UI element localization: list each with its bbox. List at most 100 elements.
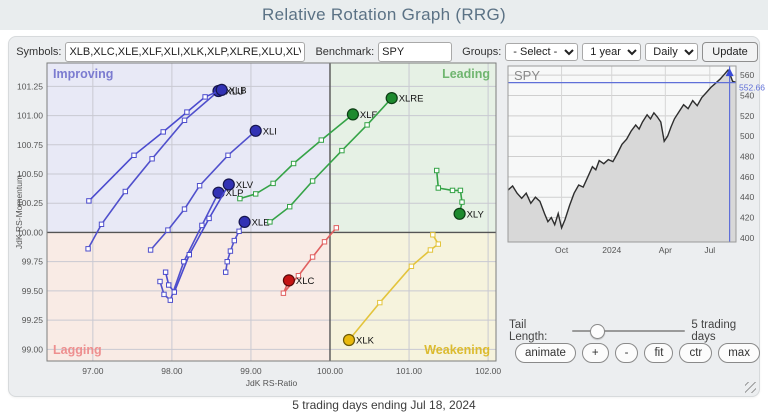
benchmark-input[interactable]	[378, 42, 453, 62]
spy-benchmark-chart[interactable]: 400 420 440 460 480 500 520 540 560 552.66 Oct 2024…	[506, 62, 768, 256]
title-bar: Relative Rotation Graph (RRG)	[0, 0, 768, 30]
rrg-x-tick: 102.00	[475, 366, 501, 376]
footer-caption: 5 trading days ending Jul 18, 2024	[292, 398, 476, 412]
rrg-yaxis-title: JdK RS-Momentum	[14, 175, 24, 249]
rrg-label-XLY: XLY	[467, 209, 485, 220]
quadrant-label-weakening: Weakening	[424, 343, 490, 357]
spy-x-label: 2024	[602, 245, 621, 255]
rrg-label-XLV: XLV	[236, 180, 254, 191]
spy-last-price-label: 552.66	[739, 83, 765, 93]
rrg-label-XLU: XLU	[226, 87, 245, 98]
center-button[interactable]: ctr	[679, 343, 713, 363]
rrg-series-XLE[interactable]: XLE	[223, 215, 270, 275]
rrg-label-XLP: XLP	[226, 188, 244, 199]
rrg-y-tick: 101.00	[17, 111, 43, 121]
spy-chart-title: SPY	[514, 68, 540, 83]
page-title: Relative Rotation Graph (RRG)	[262, 5, 506, 24]
rrg-series-XLRE[interactable]: XLRE	[267, 91, 424, 225]
rrg-series-XLY[interactable]: XLY	[434, 167, 485, 220]
spy-x-label: Apr	[659, 245, 672, 255]
rrg-series-XLV[interactable]: XLV	[162, 178, 254, 295]
quadrant-weakening	[329, 232, 496, 361]
rrg-y-tick: 100.00	[17, 227, 43, 237]
rrg-label-XLB: XLB	[229, 85, 247, 96]
spy-x-label: Jul	[704, 245, 715, 255]
rrg-head-XLV[interactable]	[222, 178, 235, 191]
max-button[interactable]: max	[718, 343, 760, 363]
toolbar: Symbols: Benchmark: Groups: - Select - 1…	[9, 42, 759, 62]
rrg-label-XLF: XLF	[360, 110, 378, 121]
rrg-y-tick: 100.75	[17, 140, 43, 150]
rrg-head-XLB[interactable]	[215, 83, 228, 96]
rrg-chart[interactable]: 97.00 98.00 99.00 100.00 101.00 102.00 99.00 99…	[14, 60, 504, 392]
update-button[interactable]: Update	[702, 42, 758, 62]
rrg-x-tick: 98.00	[161, 366, 183, 376]
rrg-x-tick: 101.00	[396, 366, 422, 376]
rrg-y-tick: 101.25	[17, 81, 43, 91]
rrg-head-XLE[interactable]	[238, 215, 251, 228]
benchmark-label: Benchmark:	[315, 46, 375, 58]
spy-x-label: Oct	[555, 245, 569, 255]
rrg-panel: Symbols: Benchmark: Groups: - Select - 1…	[8, 36, 765, 397]
rrg-head-XLY[interactable]	[453, 207, 466, 220]
rrg-series-XLK[interactable]: XLK	[342, 232, 442, 347]
resize-grip-icon[interactable]	[745, 382, 756, 393]
rrg-label-XLK: XLK	[356, 336, 375, 347]
zoom-out-button[interactable]: -	[614, 343, 639, 363]
rrg-label-XLC: XLC	[296, 276, 315, 287]
symbols-label: Symbols:	[16, 46, 62, 58]
rrg-label-XLRE: XLRE	[399, 94, 424, 105]
spy-y-tick: 420	[740, 213, 754, 223]
symbols-input[interactable]	[65, 42, 306, 62]
tail-length-label: Tail Length:	[509, 319, 548, 343]
spy-y-tick: 560	[740, 70, 754, 80]
quadrant-label-improving: Improving	[53, 67, 113, 81]
rrg-head-XLI[interactable]	[249, 124, 262, 137]
rrg-y-tick: 99.00	[22, 344, 44, 354]
rrg-x-tick: 100.00	[317, 366, 343, 376]
rrg-label-XLI: XLI	[263, 126, 277, 137]
tail-length-slider[interactable]	[571, 324, 686, 339]
rrg-series-XLU[interactable]: XLU	[85, 84, 245, 252]
slider-track[interactable]	[571, 330, 686, 332]
spy-y-tick: 520	[740, 111, 754, 121]
zoom-in-button[interactable]: +	[581, 343, 609, 363]
quadrant-leading	[329, 63, 496, 233]
rrg-head-XLK[interactable]	[342, 333, 356, 347]
spy-y-tick: 540	[740, 91, 754, 101]
spy-y-tick: 440	[740, 192, 754, 202]
rrg-y-tick: 100.25	[17, 198, 43, 208]
spy-y-tick: 500	[740, 131, 754, 141]
quadrant-label-lagging: Lagging	[53, 343, 102, 357]
rrg-y-tick: 99.25	[22, 315, 44, 325]
groups-select[interactable]: - Select -	[505, 43, 579, 61]
rrg-x-tick: 97.00	[82, 366, 104, 376]
slider-handle[interactable]	[589, 324, 605, 339]
rrg-x-tick: 99.00	[240, 366, 262, 376]
rrg-head-XLRE[interactable]	[385, 91, 398, 105]
frequency-select[interactable]: Daily	[645, 43, 699, 61]
spy-price-line	[507, 68, 737, 231]
rrg-head-XLF[interactable]	[346, 108, 359, 121]
rrg-y-tick: 99.50	[22, 286, 44, 296]
animate-button[interactable]: animate	[515, 343, 576, 363]
tail-length-row: Tail Length: 5 trading days	[509, 319, 761, 343]
rrg-series-XLF[interactable]: XLF	[237, 108, 378, 202]
rrg-xaxis-title: JdK RS-Ratio	[246, 378, 298, 388]
spy-y-tick: 480	[740, 152, 754, 162]
rrg-y-tick: 100.50	[17, 169, 43, 179]
rrg-label-XLE: XLE	[252, 217, 270, 228]
groups-label: Groups:	[462, 46, 502, 58]
tail-length-value: 5 trading days	[691, 319, 737, 343]
period-select[interactable]: 1 year	[582, 43, 642, 61]
spy-y-tick: 400	[740, 233, 754, 243]
spy-last-marker-icon	[725, 68, 734, 77]
fit-button[interactable]: fit	[644, 343, 674, 363]
rrg-y-tick: 99.75	[22, 257, 44, 267]
rrg-series-XLC[interactable]: XLC	[280, 225, 340, 296]
rrg-series-XLI[interactable]: XLI	[147, 124, 277, 253]
rrg-series-XLP[interactable]: XLP	[157, 186, 244, 303]
rrg-series-XLB[interactable]: XLB	[86, 83, 247, 204]
quadrant-label-leading: Leading	[442, 67, 490, 81]
rrg-head-XLC[interactable]	[282, 274, 295, 287]
